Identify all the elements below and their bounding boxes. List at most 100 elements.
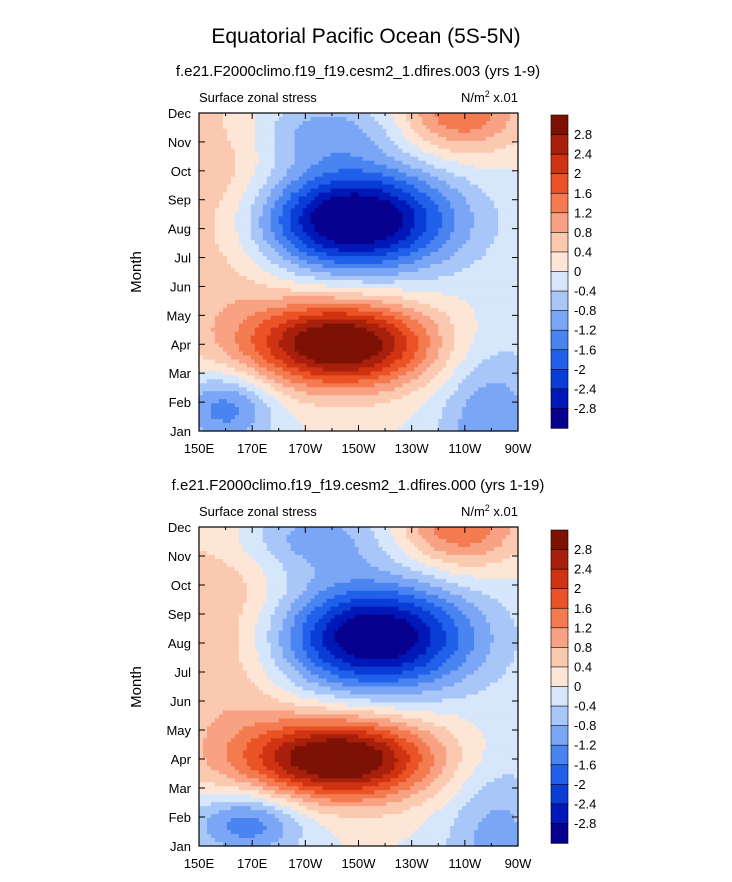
contour-cell: [326, 343, 332, 349]
contour-cell: [394, 228, 399, 233]
contour-cell: [274, 347, 280, 353]
contour-cell: [222, 264, 228, 269]
contour-cell: [374, 315, 380, 321]
contour-cell: [426, 359, 431, 365]
contour-cell: [382, 204, 388, 210]
contour-cell: [278, 180, 284, 186]
contour-cell: [410, 355, 415, 361]
contour-cell: [378, 184, 384, 190]
contour-cell: [378, 371, 384, 376]
contour-cell: [286, 200, 292, 206]
contour-cell: [286, 307, 292, 313]
contour-cell: [366, 196, 372, 202]
contour-cell: [338, 128, 344, 134]
contour-cell: [366, 327, 372, 333]
contour-cell: [310, 228, 316, 233]
contour-cell: [390, 279, 395, 285]
contour-cell: [226, 319, 232, 325]
contour-cell: [302, 208, 308, 213]
contour-cell: [310, 240, 316, 245]
contour-cell: [330, 228, 336, 233]
contour-cell: [446, 228, 451, 233]
contour-cell: [398, 283, 403, 289]
contour-cell: [334, 220, 340, 225]
contour-cell: [438, 403, 443, 408]
contour-cell: [434, 140, 439, 146]
contour-cell: [238, 208, 244, 213]
contour-cell: [426, 411, 431, 416]
contour-cell: [338, 339, 344, 345]
contour-cell: [218, 228, 224, 233]
contour-cell: [442, 351, 447, 357]
contour-cell: [234, 375, 240, 380]
contour-cell: [286, 419, 292, 424]
contour-cell: [318, 319, 324, 325]
contour-cell: [326, 319, 332, 325]
contour-cell: [446, 156, 451, 162]
contour-cell: [199, 264, 204, 269]
contour-cell: [358, 387, 364, 392]
contour-cell: [302, 363, 308, 369]
contour-cell: [414, 415, 419, 420]
contour-cell: [326, 291, 332, 297]
contour-cell: [354, 216, 360, 221]
contour-cell: [346, 148, 352, 154]
contour-cell: [258, 140, 264, 146]
contour-cell: [226, 196, 232, 202]
contour-cell: [330, 244, 336, 249]
contour-cell: [370, 303, 376, 309]
contour-cell: [210, 132, 216, 138]
contour-cell: [438, 395, 443, 400]
contour-cell: [422, 359, 427, 365]
contour-cell: [262, 120, 268, 126]
contour-cell: [406, 399, 411, 404]
contour-cell: [230, 224, 236, 229]
contour-cell: [270, 275, 276, 281]
contour-cell: [390, 120, 395, 126]
contour-cell: [234, 287, 240, 293]
contour-cell: [394, 256, 399, 261]
contour-cell: [274, 256, 280, 261]
contour-cell: [310, 172, 316, 178]
contour-cell: [250, 403, 256, 408]
contour-cell: [306, 272, 312, 277]
contour-cell: [382, 303, 388, 309]
contour-cell: [350, 323, 356, 329]
contour-cell: [370, 291, 376, 297]
contour-cell: [294, 220, 300, 225]
contour-cell: [358, 343, 364, 349]
contour-cell: [294, 299, 300, 305]
contour-cell: [418, 351, 423, 357]
contour-cell: [246, 160, 252, 166]
contour-cell: [286, 331, 292, 337]
contour-cell: [366, 244, 372, 249]
contour-cell: [318, 395, 324, 400]
contour-cell: [338, 419, 344, 424]
contour-cell: [250, 355, 256, 361]
contour-cell: [250, 415, 256, 420]
contour-cell: [430, 351, 435, 357]
contour-cell: [199, 220, 204, 225]
contour-cell: [430, 136, 435, 142]
contour-cell: [350, 252, 356, 257]
contour-cell: [386, 315, 391, 321]
contour-cell: [322, 287, 328, 293]
contour-cell: [290, 240, 296, 245]
contour-cell: [398, 419, 403, 424]
contour-cell: [322, 168, 328, 174]
contour-cell: [306, 363, 312, 369]
contour-cell: [346, 192, 352, 198]
contour-cell: [238, 220, 244, 225]
contour-cell: [298, 427, 304, 432]
contour-cell: [386, 327, 391, 333]
contour-cell: [218, 319, 224, 325]
contour-cell: [386, 113, 391, 118]
contour-cell: [282, 383, 288, 388]
contour-cell: [314, 403, 320, 408]
contour-cell: [298, 192, 304, 198]
contour-cell: [342, 136, 348, 142]
contour-cell: [270, 427, 276, 432]
contour-cell: [294, 323, 300, 329]
contour-cell: [199, 339, 204, 345]
contour-cell: [354, 383, 360, 388]
